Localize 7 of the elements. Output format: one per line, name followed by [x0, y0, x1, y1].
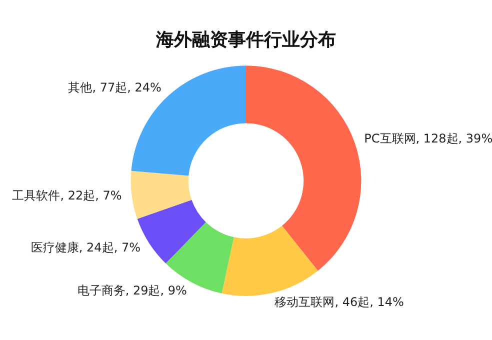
chart-title: 海外融资事件行业分布: [155, 29, 336, 50]
slice-label: 医疗健康, 24起, 7%: [30, 240, 140, 254]
slice-label: 工具软件, 22起, 7%: [12, 188, 122, 203]
slice-label: 其他, 77起, 24%: [68, 80, 162, 95]
slice-label: 电子商务, 29起, 9%: [77, 283, 187, 298]
slice-label: 移动互联网, 46起, 14%: [274, 294, 404, 309]
slice-label: PC互联网, 128起, 39%: [364, 131, 492, 146]
